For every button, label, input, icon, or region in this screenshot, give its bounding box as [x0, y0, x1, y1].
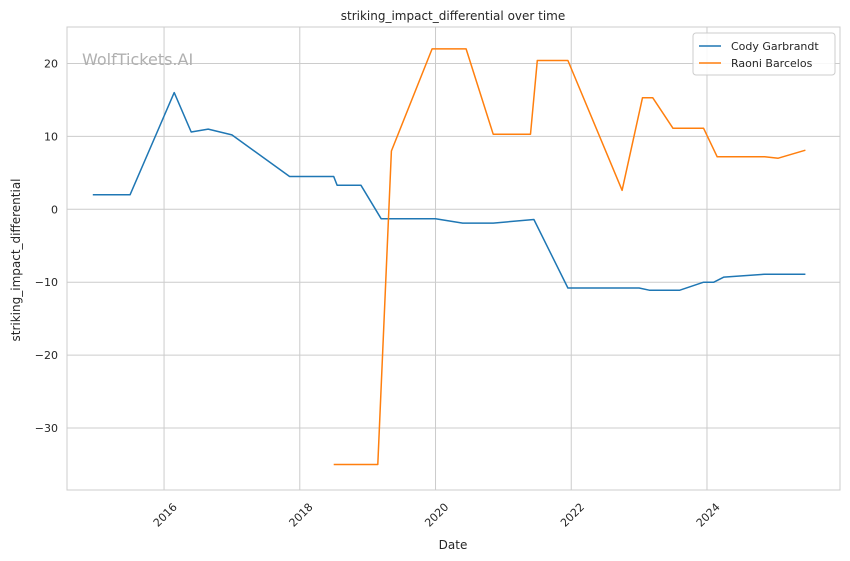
legend-box: [692, 32, 836, 76]
y-tick-label: 10: [44, 130, 58, 143]
y-tick-label: 0: [51, 203, 58, 216]
plot-frame: [66, 26, 841, 491]
legend-label: Raoni Barcelos: [731, 57, 813, 70]
y-tick-label: −10: [35, 276, 58, 289]
x-axis-title: Date: [439, 538, 468, 552]
series-line-cody-garbrandt: [92, 91, 806, 291]
chart-title: striking_impact_differential over time: [341, 9, 566, 23]
plot-border: [66, 26, 841, 491]
watermark-text: WolfTickets.AI: [82, 50, 193, 69]
grid-lines: [67, 27, 840, 490]
y-axis-ticks: −30 −20 −10 0 10 20: [35, 57, 58, 435]
series-lines: [92, 48, 806, 466]
y-tick-label: −30: [35, 422, 58, 435]
series-line-raoni-barcelos: [333, 48, 806, 466]
y-axis-title: striking_impact_differential: [9, 178, 23, 341]
legend: Cody Garbrandt Raoni Barcelos: [692, 32, 836, 76]
y-tick-label: 20: [44, 57, 58, 70]
y-tick-label: −20: [35, 349, 58, 362]
legend-label: Cody Garbrandt: [731, 40, 819, 53]
